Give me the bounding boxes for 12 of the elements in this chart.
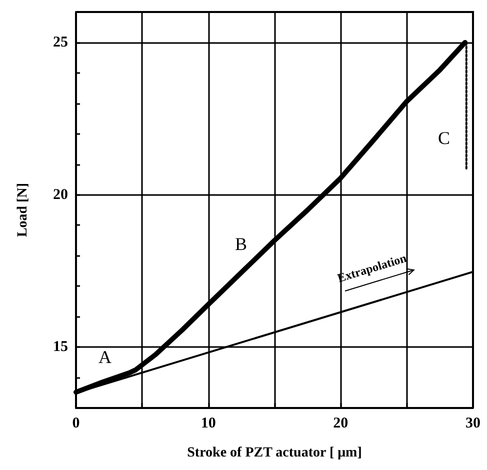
x-tick-label: 10 bbox=[200, 416, 216, 432]
x-tick-label: 20 bbox=[333, 416, 348, 432]
annotation: B bbox=[234, 234, 248, 254]
y-tick-label: 15 bbox=[53, 339, 68, 356]
annotation: C bbox=[438, 128, 450, 148]
annotation: A bbox=[98, 347, 112, 367]
x-tick-label: 30 bbox=[466, 416, 480, 432]
y-tick-label: 20 bbox=[53, 186, 68, 203]
y-tick-label: 25 bbox=[53, 34, 68, 50]
x-axis-title: Stroke of PZT actuator [ μm] bbox=[187, 446, 362, 460]
x-tick-label: 0 bbox=[72, 416, 80, 432]
y-axis-title: Load [N] bbox=[16, 182, 30, 238]
